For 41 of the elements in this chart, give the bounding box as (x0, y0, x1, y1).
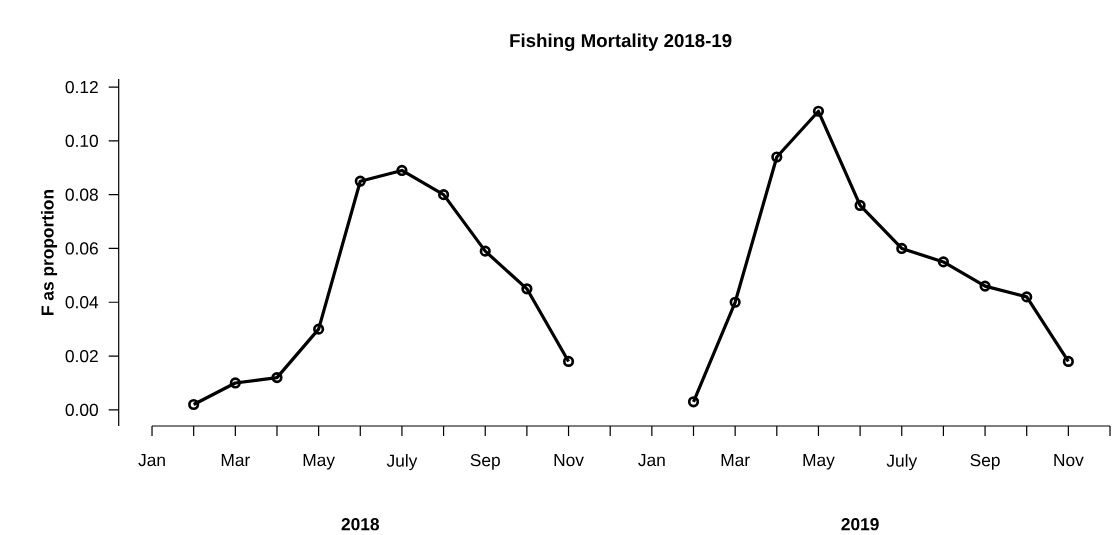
point (854, 199, 866, 212)
x-tick-label: July (386, 454, 418, 471)
x-tick-label: Jan (638, 454, 665, 467)
point (479, 245, 491, 257)
x-tick-label: Nov (1054, 454, 1084, 467)
point (729, 296, 741, 308)
x-tick-label: Mar (721, 454, 750, 467)
point (771, 151, 783, 163)
y-axis-title: F as proportion (40, 190, 58, 315)
point (812, 105, 825, 117)
x-tick-label: July (886, 454, 918, 471)
y-tick-label: 0.12 (65, 80, 98, 94)
point (979, 280, 991, 292)
x-tick-label: Jan (138, 454, 165, 467)
x-tick-label: May (803, 454, 835, 470)
y-tick-label: 0.02 (65, 349, 98, 363)
point (313, 323, 325, 335)
point (521, 283, 533, 295)
point (396, 164, 408, 177)
y-tick-label: 0.04 (65, 296, 99, 309)
y-tick-label: 0.08 (65, 188, 98, 201)
point (937, 256, 950, 268)
point (271, 371, 283, 384)
point (1021, 291, 1033, 303)
point (687, 396, 700, 408)
x-tick-label: Mar (221, 454, 250, 467)
text: 2018 (341, 518, 380, 531)
point (229, 377, 241, 389)
point (354, 175, 366, 187)
y-tick-label: 0.00 (65, 403, 98, 416)
y-tick-label: 0.10 (65, 134, 98, 147)
point (562, 355, 575, 368)
y-tick-label: 0.06 (65, 242, 98, 255)
point (896, 242, 908, 255)
point (437, 189, 450, 201)
x-tick-label: Sep (970, 454, 1000, 470)
x-tick-label: Nov (554, 454, 584, 467)
chart-title: Fishing Mortality 2018-19 (510, 33, 732, 51)
x-tick-label: Sep (470, 454, 500, 470)
text: 2019 (841, 518, 879, 531)
x-tick-label: May (303, 454, 335, 470)
